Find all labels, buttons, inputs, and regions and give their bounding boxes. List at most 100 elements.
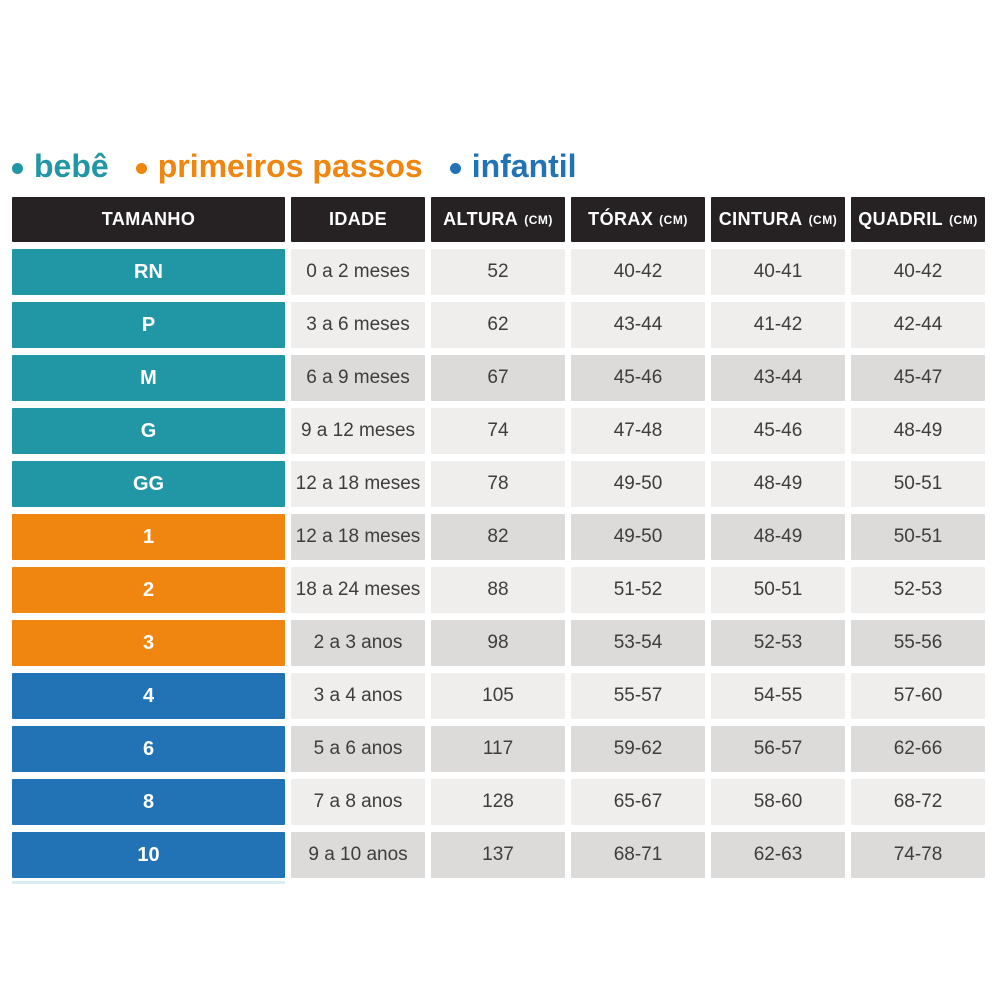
table-row: 6 5 a 6 anos 117 59-62 56-57 62-66 bbox=[12, 726, 988, 772]
size-cell: P bbox=[12, 302, 285, 348]
table-row: 8 7 a 8 anos 128 65-67 58-60 68-72 bbox=[12, 779, 988, 825]
header-label: QUADRIL bbox=[858, 209, 944, 229]
altura-cell: 82 bbox=[431, 514, 565, 560]
altura-cell: 67 bbox=[431, 355, 565, 401]
cintura-cell: 43-44 bbox=[711, 355, 845, 401]
quadril-cell: 50-51 bbox=[851, 461, 985, 507]
header-row: TAMANHO IDADE ALTURA (CM) TÓRAX (CM) CINTU… bbox=[12, 197, 988, 242]
bullet-icon bbox=[12, 162, 23, 174]
header-label: IDADE bbox=[328, 209, 387, 229]
quadril-cell: 55-56 bbox=[851, 620, 985, 666]
legend-label-infantil: infantil bbox=[471, 148, 577, 184]
size-table: TAMANHO IDADE ALTURA (CM) TÓRAX (CM) CINTU… bbox=[12, 197, 988, 885]
quadril-cell: 48-49 bbox=[851, 408, 985, 454]
size-cell: 4 bbox=[12, 673, 285, 719]
quadril-cell: 68-72 bbox=[851, 779, 985, 825]
idade-cell: 7 a 8 anos bbox=[291, 779, 425, 825]
quadril-cell: 45-47 bbox=[851, 355, 985, 401]
quadril-cell: 50-51 bbox=[851, 514, 985, 560]
idade-cell: 18 a 24 meses bbox=[291, 567, 425, 613]
legend-label-bebe: bebê bbox=[34, 148, 109, 184]
quadril-cell: 40-42 bbox=[851, 249, 985, 295]
header-unit: (CM) bbox=[949, 212, 978, 227]
torax-cell: 59-62 bbox=[571, 726, 705, 772]
bottom-accent-strip bbox=[12, 881, 285, 884]
torax-cell: 40-42 bbox=[571, 249, 705, 295]
torax-cell: 43-44 bbox=[571, 302, 705, 348]
table-row: G 9 a 12 meses 74 47-48 45-46 48-49 bbox=[12, 408, 988, 454]
altura-cell: 78 bbox=[431, 461, 565, 507]
cintura-cell: 50-51 bbox=[711, 567, 845, 613]
column-header-quadril: QUADRIL (CM) bbox=[851, 197, 985, 242]
cintura-cell: 40-41 bbox=[711, 249, 845, 295]
cintura-cell: 52-53 bbox=[711, 620, 845, 666]
size-cell: M bbox=[12, 355, 285, 401]
cintura-cell: 56-57 bbox=[711, 726, 845, 772]
torax-cell: 53-54 bbox=[571, 620, 705, 666]
altura-cell: 74 bbox=[431, 408, 565, 454]
size-cell: G bbox=[12, 408, 285, 454]
table-row: GG 12 a 18 meses 78 49-50 48-49 50-51 bbox=[12, 461, 988, 507]
idade-cell: 9 a 10 anos bbox=[291, 832, 425, 878]
idade-cell: 2 a 3 anos bbox=[291, 620, 425, 666]
cintura-cell: 41-42 bbox=[711, 302, 845, 348]
idade-cell: 12 a 18 meses bbox=[291, 461, 425, 507]
bullet-icon bbox=[135, 162, 147, 174]
header-unit: (CM) bbox=[659, 212, 688, 227]
altura-cell: 117 bbox=[431, 726, 565, 772]
column-header-idade: IDADE bbox=[291, 197, 425, 242]
quadril-cell: 57-60 bbox=[851, 673, 985, 719]
column-header-tamanho: TAMANHO bbox=[12, 197, 285, 242]
legend-item-infantil: infantil bbox=[449, 148, 577, 184]
table-row: 1 12 a 18 meses 82 49-50 48-49 50-51 bbox=[12, 514, 988, 560]
altura-cell: 88 bbox=[431, 567, 565, 613]
torax-cell: 49-50 bbox=[571, 514, 705, 560]
legend-item-primeiros-passos: primeiros passos bbox=[135, 148, 423, 184]
torax-cell: 49-50 bbox=[571, 461, 705, 507]
idade-cell: 5 a 6 anos bbox=[291, 726, 425, 772]
quadril-cell: 42-44 bbox=[851, 302, 985, 348]
table-row: P 3 a 6 meses 62 43-44 41-42 42-44 bbox=[12, 302, 988, 348]
quadril-cell: 52-53 bbox=[851, 567, 985, 613]
size-cell: 8 bbox=[12, 779, 285, 825]
table-row: 3 2 a 3 anos 98 53-54 52-53 55-56 bbox=[12, 620, 988, 666]
table-row: M 6 a 9 meses 67 45-46 43-44 45-47 bbox=[12, 355, 988, 401]
cintura-cell: 45-46 bbox=[711, 408, 845, 454]
size-cell: 10 bbox=[12, 832, 285, 878]
size-cell: RN bbox=[12, 249, 285, 295]
altura-cell: 52 bbox=[431, 249, 565, 295]
bullet-icon bbox=[449, 162, 461, 174]
header-unit: (CM) bbox=[524, 212, 553, 227]
idade-cell: 6 a 9 meses bbox=[291, 355, 425, 401]
quadril-cell: 74-78 bbox=[851, 832, 985, 878]
idade-cell: 9 a 12 meses bbox=[291, 408, 425, 454]
size-cell: 3 bbox=[12, 620, 285, 666]
legend-item-bebe: bebê bbox=[12, 150, 109, 182]
header-unit: (CM) bbox=[808, 212, 838, 227]
size-cell: 1 bbox=[12, 514, 285, 560]
header-label: TAMANHO bbox=[101, 209, 196, 229]
legend-label-primeiros-passos: primeiros passos bbox=[157, 148, 423, 184]
size-cell: 2 bbox=[12, 567, 285, 613]
idade-cell: 3 a 4 anos bbox=[291, 673, 425, 719]
torax-cell: 65-67 bbox=[571, 779, 705, 825]
header-label: ALTURA bbox=[443, 209, 519, 229]
cintura-cell: 54-55 bbox=[711, 673, 845, 719]
rows-container: RN 0 a 2 meses 52 40-42 40-41 40-42 P 3 … bbox=[12, 249, 988, 878]
cintura-cell: 58-60 bbox=[711, 779, 845, 825]
table-row: 10 9 a 10 anos 137 68-71 62-63 74-78 bbox=[12, 832, 988, 878]
idade-cell: 0 a 2 meses bbox=[291, 249, 425, 295]
altura-cell: 62 bbox=[431, 302, 565, 348]
cintura-cell: 48-49 bbox=[711, 514, 845, 560]
idade-cell: 12 a 18 meses bbox=[291, 514, 425, 560]
torax-cell: 68-71 bbox=[571, 832, 705, 878]
table-row: RN 0 a 2 meses 52 40-42 40-41 40-42 bbox=[12, 249, 988, 295]
table-row: 2 18 a 24 meses 88 51-52 50-51 52-53 bbox=[12, 567, 988, 613]
size-cell: 6 bbox=[12, 726, 285, 772]
column-header-torax: TÓRAX (CM) bbox=[571, 197, 705, 242]
altura-cell: 98 bbox=[431, 620, 565, 666]
table-row: 4 3 a 4 anos 105 55-57 54-55 57-60 bbox=[12, 673, 988, 719]
header-label: TÓRAX bbox=[588, 209, 654, 229]
quadril-cell: 62-66 bbox=[851, 726, 985, 772]
